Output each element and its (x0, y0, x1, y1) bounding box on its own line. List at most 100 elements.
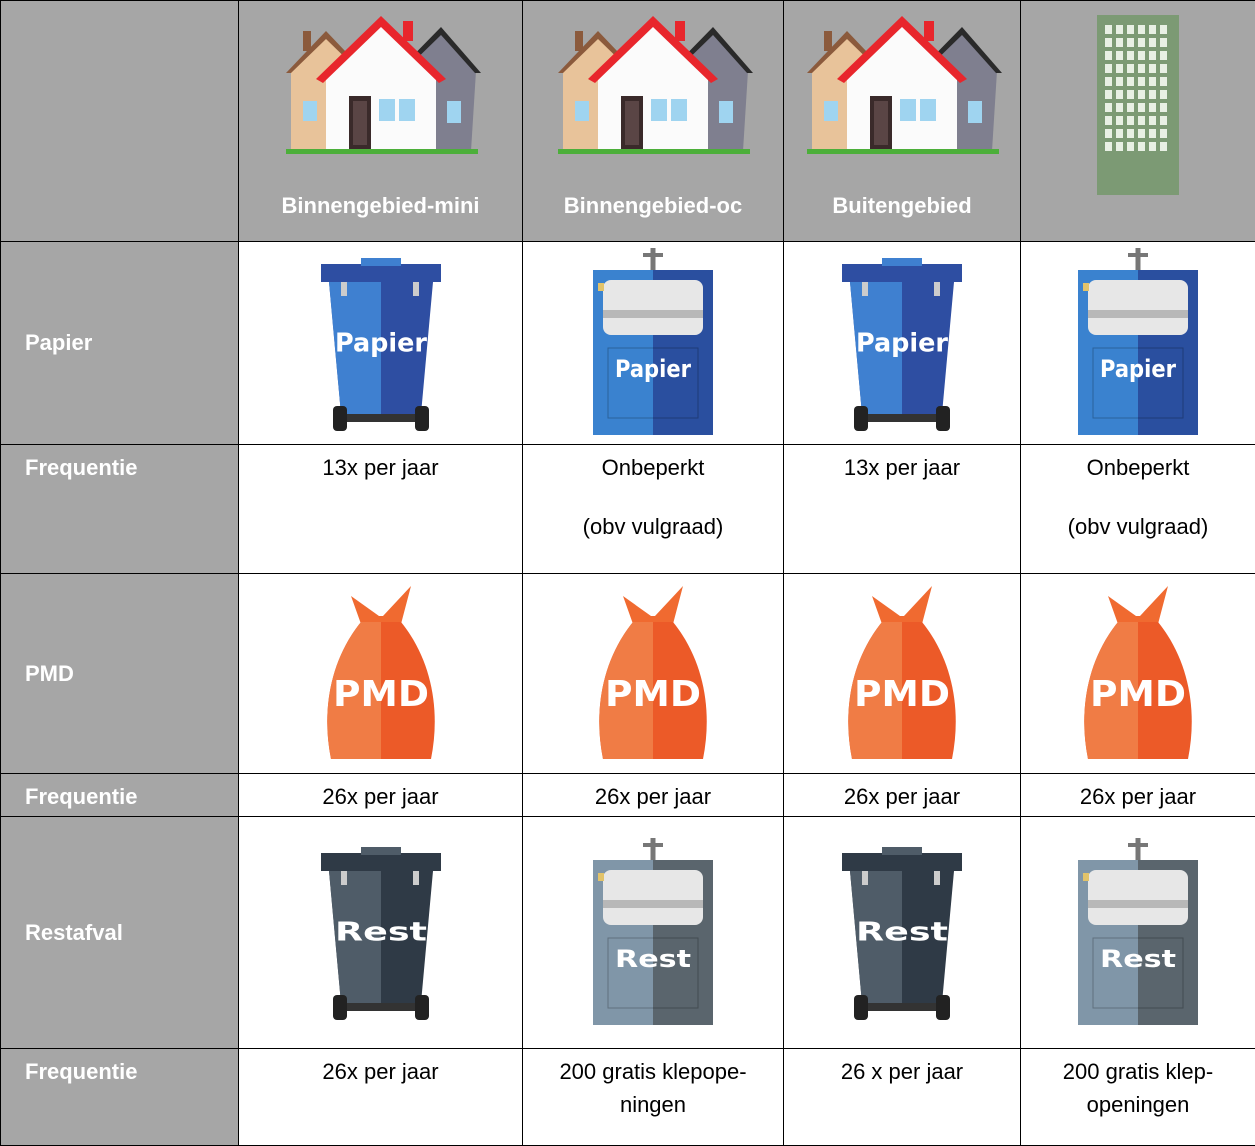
icon-shape (934, 871, 940, 885)
icon-shape (1127, 64, 1134, 73)
frequency-cell: 26x per jaar (784, 774, 1021, 817)
icon-shape (1105, 51, 1112, 60)
icon-shape (807, 149, 999, 154)
frequency-text: 26x per jaar (239, 784, 522, 810)
icon-cell: Rest (523, 817, 784, 1049)
icon-shape (1083, 873, 1089, 881)
icon-shape (399, 99, 415, 121)
icon-shape (1105, 142, 1112, 151)
frequency-text: 26 x per jaar (784, 1059, 1020, 1085)
icon-shape (1088, 280, 1188, 335)
frequency-text: (obv vulgraad) (1021, 481, 1255, 573)
icon-shape (379, 99, 395, 121)
icon-shape (413, 871, 419, 885)
icon-shape (598, 873, 604, 881)
frequency-cell: 13x per jaar (784, 445, 1021, 574)
icon-shape (1116, 142, 1123, 151)
icon-shape (1149, 90, 1156, 99)
icon: Papier (842, 256, 962, 431)
icon-shape (824, 31, 832, 51)
header-cell: Buitengebied (784, 1, 1021, 242)
icon-shape (1160, 77, 1167, 86)
icon-shape (968, 101, 982, 123)
icon-shape (719, 101, 733, 123)
icon-shape (1116, 38, 1123, 47)
icon-shape (1160, 64, 1167, 73)
column-title: Binnengebied-mini (282, 193, 480, 219)
icon-shape (575, 31, 583, 51)
icon-cell: Papier (523, 242, 784, 445)
frequency-text: 13x per jaar (239, 455, 522, 481)
header-content: Binnengebied-oc (523, 1, 783, 241)
icon-shape (303, 31, 311, 51)
icon-shape (934, 282, 940, 296)
icon: PMD (1078, 584, 1198, 764)
icon-shape (1160, 38, 1167, 47)
icon-shape (1083, 283, 1089, 291)
icon-shape (847, 23, 957, 151)
frequency-label: Frequentie (1, 445, 239, 574)
icon-shape (353, 101, 367, 145)
icon-cell: Papier (1021, 242, 1255, 445)
icon-shape (1116, 116, 1123, 125)
icon-shape (341, 282, 347, 296)
icon-shape (1127, 38, 1134, 47)
icon-shape (1138, 64, 1145, 73)
section-label: PMD (1, 574, 239, 774)
icon: Rest (842, 845, 962, 1020)
frequency-text: 26x per jaar (1021, 784, 1255, 810)
frequency-text: Onbeperkt (1021, 455, 1255, 481)
frequency-text: ningen (523, 1085, 783, 1124)
icon-shape (1116, 51, 1123, 60)
icon-shape (1105, 38, 1112, 47)
icon-shape (1149, 64, 1156, 73)
icon-shape (872, 586, 932, 624)
icon-shape (1105, 90, 1112, 99)
icon-shape (1138, 103, 1145, 112)
icon: Papier (588, 248, 718, 438)
icon-text: Rest (615, 945, 691, 973)
icon-shape (1138, 90, 1145, 99)
icon-shape (1105, 103, 1112, 112)
icon-shape (862, 282, 868, 296)
icon-text: Rest (1100, 945, 1176, 973)
icon-cell: Rest (1021, 817, 1255, 1049)
icon-cell: Rest (239, 817, 523, 1049)
header-cell: Binnengebied-mini (239, 1, 523, 242)
frequency-cell: 26 x per jaar (784, 1049, 1021, 1146)
icon-shape (862, 871, 868, 885)
header-content: Binnengebied-mini (239, 1, 522, 241)
icon-shape (1138, 51, 1145, 60)
icon-shape (1160, 142, 1167, 151)
icon-shape (1128, 843, 1148, 847)
icon-cell: PMD (523, 574, 784, 774)
icon-shape (361, 258, 401, 266)
icon-shape (333, 995, 347, 1020)
icon-shape (303, 101, 317, 121)
icon-shape (856, 1003, 948, 1011)
icon-shape (643, 253, 663, 257)
icon-shape (335, 414, 427, 422)
icon-shape (854, 995, 868, 1020)
icon-shape (1127, 103, 1134, 112)
icon-shape (882, 847, 922, 855)
header-row: Binnengebied-mini Binnengebied-oc Buiten… (1, 1, 1255, 242)
header-cell: Binnengebied-oc (523, 1, 784, 242)
frequency-text: 200 gratis klepope- (523, 1059, 783, 1085)
icon-shape (936, 995, 950, 1020)
icon-shape (1160, 51, 1167, 60)
icon-shape (1127, 77, 1134, 86)
frequency-cell: 13x per jaar (239, 445, 523, 574)
icon (553, 11, 753, 161)
icon-shape (874, 101, 888, 145)
icon-text: Papier (335, 328, 427, 358)
icon-shape (1149, 142, 1156, 151)
icon: Rest (321, 845, 441, 1020)
icon-shape (598, 283, 604, 291)
icon-shape (1116, 129, 1123, 138)
icon-shape (1116, 64, 1123, 73)
icon-shape (1149, 103, 1156, 112)
icon-shape (1138, 77, 1145, 86)
icon-shape (1116, 103, 1123, 112)
